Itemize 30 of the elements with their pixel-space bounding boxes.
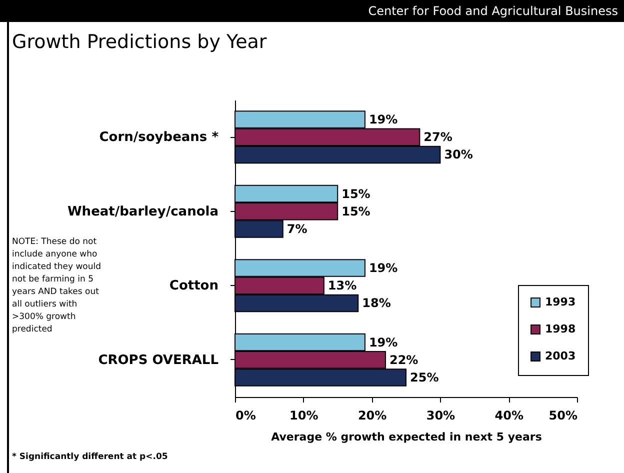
legend-label: 1993 xyxy=(545,296,576,308)
text: NOTE: These do not include anyone who indicated they would not be farming in 5 years AND takes out all outliers with >300% growth predicted xyxy=(12,237,102,334)
y-tick-label: Wheat/barley/canola xyxy=(67,204,218,220)
x-tick-label: 10% xyxy=(290,408,318,422)
data-label: 13% xyxy=(328,278,357,293)
y-tick-label: CROPS OVERALL xyxy=(98,352,218,368)
legend-label: 1998 xyxy=(545,322,576,336)
data-label: 7% xyxy=(286,222,308,236)
data-label: 19% xyxy=(368,261,398,276)
data-label: 25% xyxy=(410,370,439,384)
x-tick-label: 50% xyxy=(548,408,578,422)
x-tick-label: 30% xyxy=(426,408,456,422)
data-label: 15% xyxy=(342,186,370,201)
text: * Significantly different at p<.05 xyxy=(12,452,168,462)
chart-title: Growth Predictions by Year xyxy=(12,31,267,53)
data-label: 19% xyxy=(368,112,398,127)
legend-label: 2003 xyxy=(545,350,576,362)
data-label: 18% xyxy=(362,296,391,310)
x-tick-label: 0% xyxy=(236,408,256,422)
x-axis-title: Average % growth expected in next 5 years xyxy=(271,430,542,444)
data-label: 22% xyxy=(389,352,418,367)
y-tick-label: Cotton xyxy=(169,278,218,294)
y-tick-label: Corn/soybeans * xyxy=(99,130,219,146)
x-tick-label: 40% xyxy=(494,408,524,422)
text: Center for Food and Agricultural Business xyxy=(368,4,618,18)
data-label: 19% xyxy=(368,335,398,350)
x-tick-label: 20% xyxy=(358,408,387,422)
data-label: 30% xyxy=(444,148,473,162)
data-label: 27% xyxy=(424,130,452,144)
data-label: 15% xyxy=(342,204,370,218)
